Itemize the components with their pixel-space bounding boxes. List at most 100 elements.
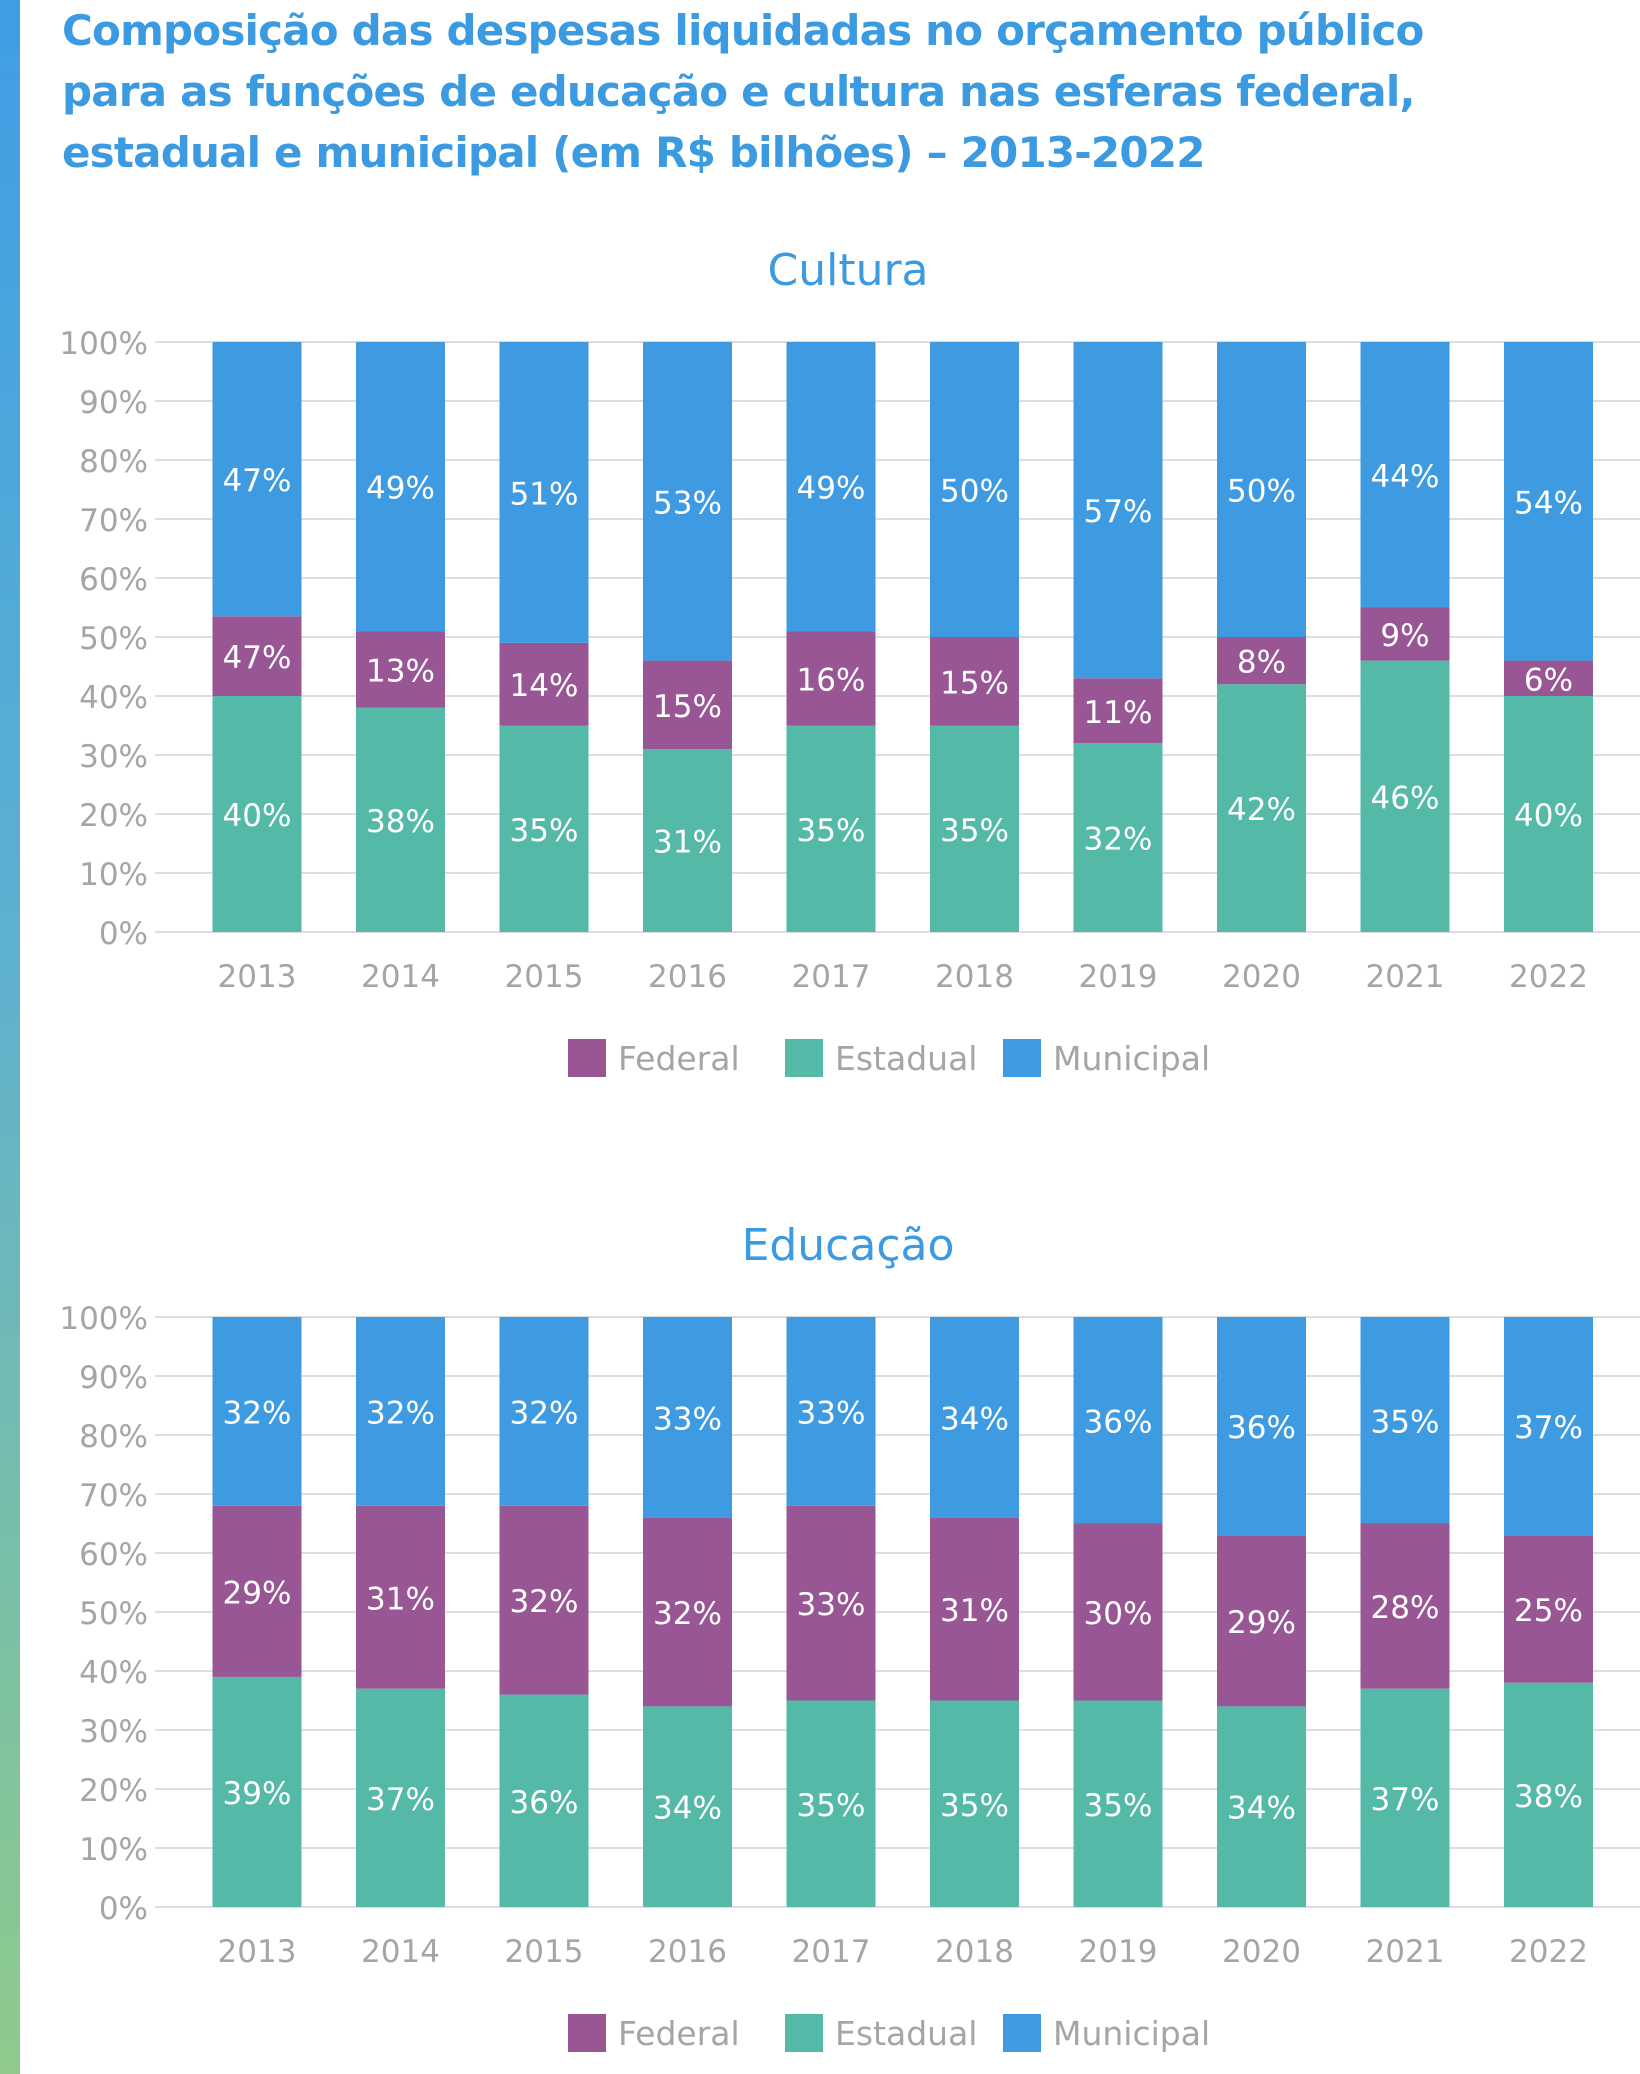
- y-tick-label: 0%: [99, 916, 148, 952]
- bar-segment-municipal: [643, 1317, 732, 1518]
- data-label: 32%: [510, 1584, 579, 1620]
- x-tick-label: 2021: [1366, 959, 1445, 995]
- bar-segment-federal: [930, 1517, 1019, 1701]
- x-tick-label: 2015: [505, 1934, 584, 1970]
- bar-segment-municipal: [1217, 1317, 1306, 1536]
- data-label: 44%: [1371, 459, 1440, 495]
- bar-segment-estadual: [1504, 1682, 1593, 1907]
- x-tick-label: 2013: [218, 1934, 297, 1970]
- y-tick-label: 70%: [79, 1478, 148, 1514]
- data-label: 28%: [1371, 1590, 1440, 1626]
- data-label: 29%: [223, 1575, 292, 1611]
- data-label: 39%: [223, 1776, 292, 1812]
- page-title-line: para as funções de educação e cultura na…: [62, 67, 1415, 116]
- bar-segment-estadual: [786, 725, 876, 932]
- data-label: 32%: [366, 1395, 435, 1431]
- chart-title: Educação: [742, 1220, 955, 1271]
- bar-segment-municipal: [1360, 342, 1450, 608]
- bar-segment-federal: [643, 1517, 732, 1707]
- legend-swatch-estadual: [785, 1039, 823, 1077]
- data-label: 25%: [1514, 1593, 1583, 1629]
- bar-segment-estadual: [212, 1676, 302, 1907]
- bar-segment-municipal: [1217, 342, 1306, 637]
- bar-segment-federal: [212, 616, 302, 696]
- bar-segment-federal: [1217, 1535, 1306, 1707]
- bar-segment-municipal: [1073, 342, 1163, 679]
- bar-segment-federal: [499, 642, 589, 726]
- bar-segment-estadual: [1217, 684, 1306, 932]
- data-label: 35%: [797, 813, 866, 849]
- bar-segment-municipal: [786, 342, 876, 632]
- data-label: 31%: [366, 1581, 435, 1617]
- y-tick-label: 50%: [79, 1596, 148, 1632]
- data-label: 36%: [1084, 1404, 1153, 1440]
- bar-segment-estadual: [1217, 1706, 1306, 1907]
- data-label: 33%: [797, 1587, 866, 1623]
- bar-segment-estadual: [1073, 743, 1163, 932]
- data-label: 8%: [1237, 645, 1286, 681]
- data-label: 35%: [797, 1788, 866, 1824]
- x-tick-label: 2018: [935, 1934, 1014, 1970]
- x-tick-label: 2016: [648, 959, 727, 995]
- data-label: 54%: [1514, 485, 1583, 521]
- bar-segment-municipal: [356, 1317, 445, 1506]
- legend-label: Estadual: [835, 1039, 977, 1078]
- data-label: 35%: [510, 813, 579, 849]
- bar-segment-estadual: [499, 725, 589, 932]
- bar-segment-estadual: [499, 1694, 589, 1907]
- data-label: 51%: [510, 476, 579, 512]
- data-label: 47%: [223, 463, 292, 499]
- y-tick-label: 20%: [79, 798, 148, 834]
- data-label: 49%: [797, 471, 866, 507]
- bar-segment-municipal: [499, 342, 589, 643]
- x-tick-label: 2014: [361, 1934, 440, 1970]
- data-label: 53%: [653, 485, 722, 521]
- legend-swatch-federal: [568, 1039, 606, 1077]
- bar-segment-municipal: [1504, 1317, 1593, 1536]
- bar-segment-federal: [1360, 607, 1450, 661]
- data-label: 40%: [1514, 798, 1583, 834]
- x-tick-label: 2017: [792, 1934, 871, 1970]
- bar-segment-estadual: [786, 1700, 876, 1907]
- legend-swatch-estadual: [785, 2014, 823, 2052]
- data-label: 46%: [1371, 780, 1440, 816]
- data-label: 36%: [1227, 1410, 1296, 1446]
- legend-swatch-municipal: [1003, 1039, 1041, 1077]
- bar-segment-federal: [1217, 637, 1306, 685]
- bar-segment-estadual: [1360, 1688, 1450, 1907]
- bar-segment-estadual: [1073, 1700, 1163, 1907]
- x-tick-label: 2022: [1509, 959, 1588, 995]
- bar-segment-federal: [499, 1505, 589, 1695]
- legend-label: Estadual: [835, 2014, 977, 2053]
- x-tick-label: 2020: [1222, 959, 1301, 995]
- data-label: 31%: [940, 1593, 1009, 1629]
- bar-segment-estadual: [356, 1688, 445, 1907]
- legend-label: Federal: [618, 1039, 740, 1078]
- bar-segment-estadual: [356, 707, 445, 932]
- data-label: 35%: [1084, 1788, 1153, 1824]
- data-label: 35%: [940, 813, 1009, 849]
- chart-title: Cultura: [767, 245, 928, 296]
- data-label: 15%: [940, 665, 1009, 701]
- legend-swatch-municipal: [1003, 2014, 1041, 2052]
- data-label: 6%: [1524, 662, 1573, 698]
- data-label: 35%: [940, 1788, 1009, 1824]
- data-label: 42%: [1227, 792, 1296, 828]
- bar-segment-federal: [786, 1505, 876, 1701]
- data-label: 37%: [1371, 1782, 1440, 1818]
- data-label: 15%: [653, 689, 722, 725]
- bar-segment-estadual: [212, 696, 302, 932]
- data-label: 35%: [1371, 1404, 1440, 1440]
- data-label: 32%: [223, 1395, 292, 1431]
- bar-segment-estadual: [1504, 696, 1593, 932]
- side-accent-bar: [0, 0, 20, 2074]
- bar-segment-municipal: [1360, 1317, 1450, 1524]
- y-tick-label: 20%: [79, 1773, 148, 1809]
- bar-segment-federal: [1504, 660, 1593, 696]
- data-label: 36%: [510, 1785, 579, 1821]
- y-tick-label: 30%: [79, 739, 148, 775]
- y-tick-label: 60%: [79, 1537, 148, 1573]
- x-tick-label: 2019: [1079, 959, 1158, 995]
- y-tick-label: 40%: [79, 680, 148, 716]
- y-tick-label: 80%: [79, 1419, 148, 1455]
